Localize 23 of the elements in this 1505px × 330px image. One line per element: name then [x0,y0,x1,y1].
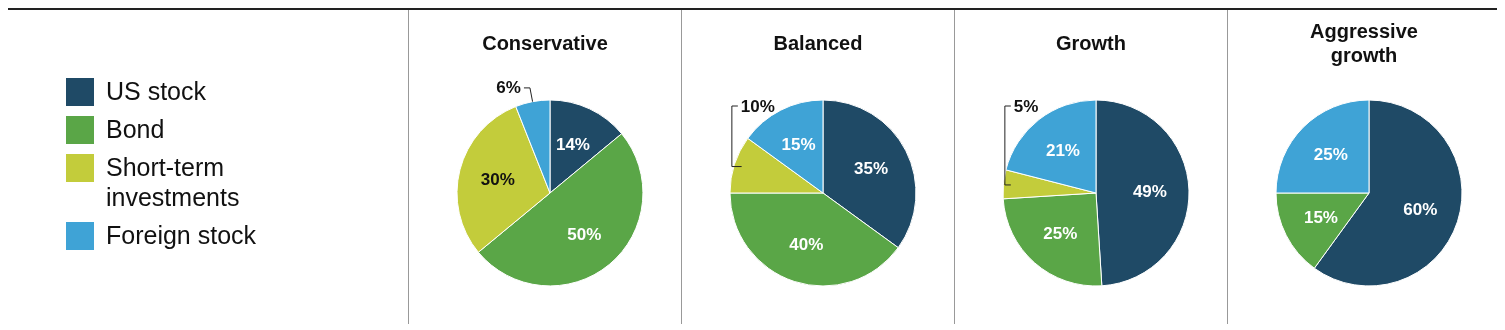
data-label: 30% [480,170,515,190]
data-label: 35% [854,159,889,179]
data-label: 25% [1313,145,1348,165]
data-label: 15% [781,135,816,155]
legend-label: Foreign stock [106,220,258,250]
legend-label: Short-term investments [106,152,241,212]
data-label: 49% [1132,181,1167,201]
legend-label: US stock [106,76,208,106]
data-label: 21% [1045,140,1080,160]
data-label: 15% [1303,207,1338,227]
data-label: 14% [555,134,590,154]
data-label: 10% [740,96,775,116]
data-label: 40% [789,234,824,254]
data-label: 6% [496,78,521,98]
data-label: 25% [1043,223,1078,243]
chart-title: Aggressive growth [1309,19,1419,68]
chart-title: Conservative [481,31,609,56]
chart-title: Growth [1055,31,1127,56]
data-label: 60% [1403,200,1438,220]
data-label: 50% [567,225,602,245]
data-label: 5% [1013,96,1039,116]
legend-label: Bond [106,114,166,144]
chart-title: Balanced [772,31,864,56]
